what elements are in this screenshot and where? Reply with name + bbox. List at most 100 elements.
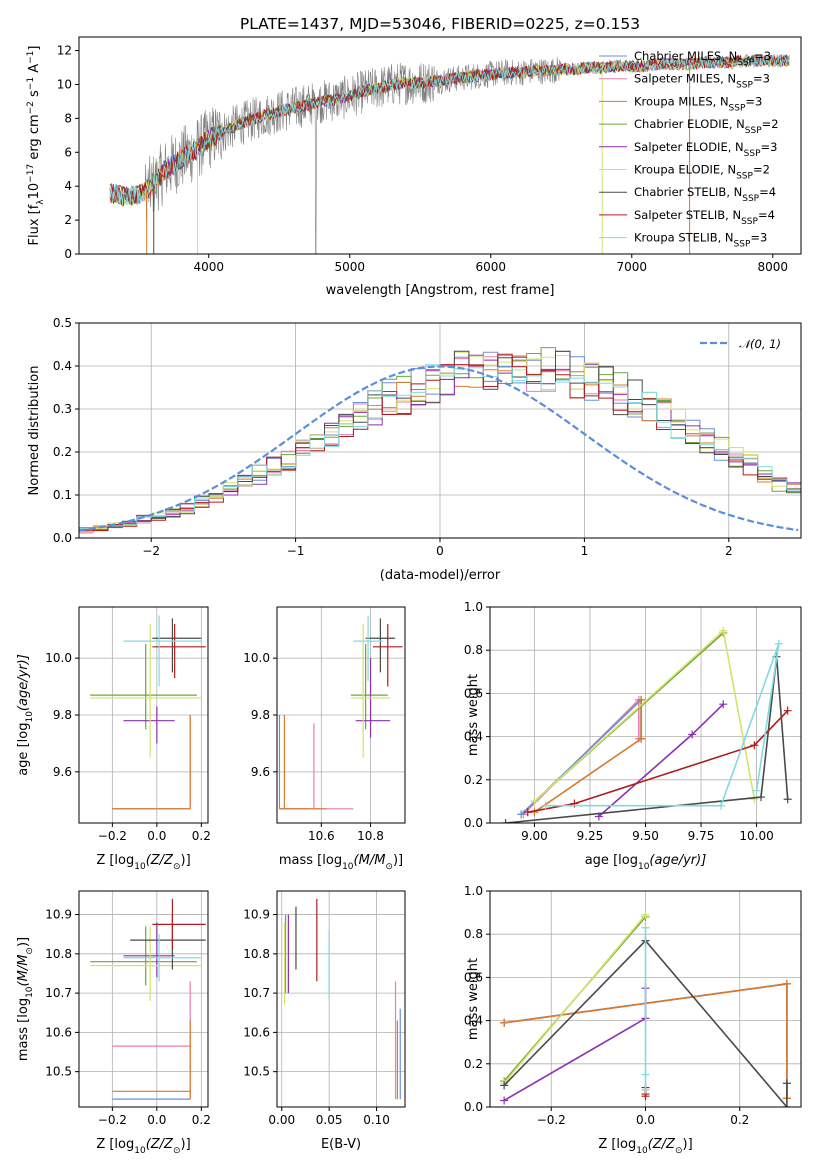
y-tick-label: 10 — [57, 77, 72, 91]
y-tick-label: 0.6 — [464, 686, 483, 700]
x-tick-label: 9.50 — [632, 829, 659, 843]
x-tick-label: 2 — [725, 544, 733, 558]
series-marker — [641, 923, 650, 932]
series-line — [503, 914, 647, 1084]
series-marker — [688, 730, 697, 739]
label-part: −17 — [26, 164, 36, 183]
label-part: SSP — [737, 58, 754, 68]
y-tick-label: 10.9 — [243, 908, 270, 922]
x-tick-label: 0.0 — [636, 1113, 655, 1127]
y-tick-label: 10.5 — [243, 1065, 270, 1079]
point-kroupa-stelib — [123, 615, 202, 687]
plot-area — [501, 626, 792, 823]
label-part: Salpeter STELIB, N — [634, 208, 741, 222]
point-salpeter-elodie — [123, 706, 175, 744]
x-tick-label: 0.00 — [268, 1113, 295, 1127]
series-marker — [782, 1079, 791, 1088]
series-marker — [501, 819, 510, 823]
label-part: mass [log — [279, 853, 342, 868]
point-chabrier-elodie — [350, 643, 388, 730]
label-part: 10 — [25, 711, 35, 723]
label-part: )] — [181, 1137, 191, 1152]
series-salpeter-elodie — [500, 984, 650, 1105]
model-spectrum-kroupa-stelib — [109, 54, 790, 205]
point-kroupa-miles — [112, 715, 191, 810]
label-part: Chabrier STELIB, N — [634, 185, 742, 199]
x-tick-label: 10.6 — [308, 829, 335, 843]
label-part: SSP — [745, 126, 762, 136]
label-part: (Z/Z — [648, 1137, 676, 1152]
point-chabrier-stelib — [365, 618, 396, 673]
label-part: =3 — [750, 231, 767, 245]
label-part: SSP — [736, 81, 753, 91]
series-line — [545, 643, 780, 807]
y-tick-label: 0.2 — [464, 1057, 483, 1071]
series-line — [527, 710, 789, 813]
x-tick-label: 10.8 — [357, 829, 384, 843]
series-line — [533, 699, 642, 813]
axes-frame — [276, 890, 406, 1108]
y-tick-label: 10.7 — [243, 986, 270, 1000]
x-tick-label: −2 — [142, 544, 160, 558]
y-tick-label: 0.5 — [53, 316, 72, 330]
y-tick-label: 0.3 — [53, 402, 72, 416]
label-part: 10 — [342, 862, 354, 872]
label-part: λ — [36, 199, 46, 205]
y-tick-label: 10.7 — [45, 986, 72, 1000]
chart-age-vs-mass: 10.6 10.8 9.6 9.8 10.0 mass [log10(M/M⊙)] — [243, 606, 406, 872]
label-part: (age/yr)] — [649, 853, 706, 868]
model-spectrum-salpeter-stelib — [109, 55, 790, 206]
x-tick-label: 0 — [436, 544, 444, 558]
point-salpeter-elodie — [123, 922, 175, 978]
series-marker — [637, 695, 646, 704]
plot-area — [90, 615, 206, 810]
label-part: SSP — [736, 172, 753, 182]
label-part: Z [log — [96, 853, 134, 868]
y-tick-label: 10.5 — [45, 1065, 72, 1079]
label-part: ⊙ — [173, 1146, 181, 1156]
x-tick-label: 5000 — [334, 260, 365, 274]
label-part: SSP — [741, 217, 758, 227]
label-part: Kroupa ELODIE, N — [634, 163, 736, 177]
y-tick-label: 0.2 — [53, 445, 72, 459]
y-tick-label: 2 — [64, 213, 72, 227]
x-axis-label: E(B-V) — [321, 1137, 361, 1152]
plot-area — [90, 898, 206, 1100]
x-tick-label: 0.2 — [192, 1113, 211, 1127]
y-axis-label: mass weight — [466, 674, 481, 756]
series-marker — [752, 786, 761, 795]
y-axis-label: mass weight — [466, 958, 481, 1040]
label-part: −1 — [26, 51, 36, 64]
point-kroupa-stelib — [353, 615, 383, 681]
legend-label: Chabrier STELIB, NSSP=4 — [634, 185, 776, 204]
x-tick-label: 4000 — [193, 260, 224, 274]
x-tick-label: 8000 — [758, 260, 789, 274]
legend-label: Salpeter ELODIE, NSSP=3 — [634, 140, 777, 159]
y-tick-label: 10.0 — [243, 651, 270, 665]
axes: 0.00 0.05 0.10 10.5 10.6 10.7 10.8 10.9 — [243, 890, 406, 1127]
y-tick-label: 10.9 — [45, 908, 72, 922]
point-salpeter-stelib — [373, 624, 403, 687]
normal-curve — [79, 365, 799, 532]
label-part: )] — [393, 853, 403, 868]
label-part: Z [log — [96, 1137, 134, 1152]
axes-frame — [78, 36, 802, 255]
label-part: Z [log — [598, 1137, 636, 1152]
series-marker — [523, 808, 532, 817]
series-marker — [782, 979, 791, 988]
plot-area — [109, 53, 790, 254]
y-tick-label: 9.6 — [53, 765, 72, 779]
legend-label: Chabrier ELODIE, NSSP=2 — [634, 117, 779, 136]
series-marker — [637, 734, 646, 743]
axes: −0.2 0.0 0.2 10.5 10.6 10.7 10.8 10.9 — [45, 890, 211, 1127]
point-kroupa-miles — [279, 715, 327, 810]
point-kroupa-elodie — [350, 624, 391, 758]
legend-label: Kroupa ELODIE, NSSP=2 — [634, 163, 770, 182]
label-part: (Z/Z — [146, 1137, 174, 1152]
axes: −2 −1 0 1 2 0.0 0.1 0.2 0.3 0.4 0.5 — [53, 316, 802, 558]
label-part: =2 — [753, 163, 770, 177]
x-axis-label: age [log10(age/yr)] — [585, 853, 707, 872]
grid — [277, 607, 405, 823]
series-marker — [719, 700, 728, 709]
